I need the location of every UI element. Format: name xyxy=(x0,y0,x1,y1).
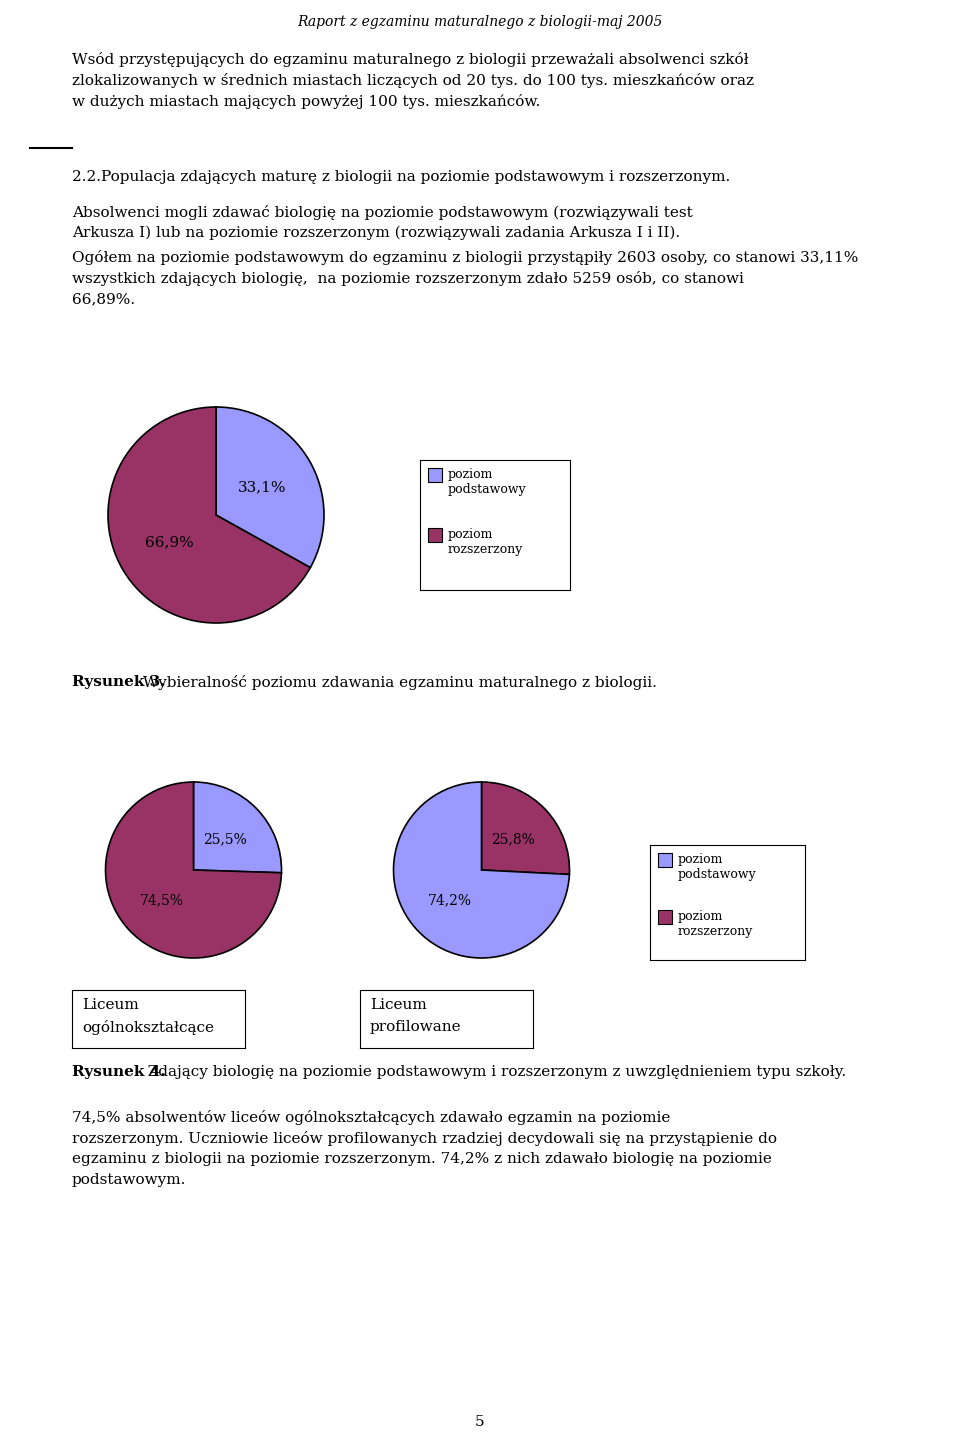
Text: wszystkich zdających biologię,  na poziomie rozszerzonym zdało 5259 osób, co sta: wszystkich zdających biologię, na poziom… xyxy=(72,271,744,286)
Wedge shape xyxy=(106,783,281,957)
Text: podstawowym.: podstawowym. xyxy=(72,1173,186,1187)
Text: Ogółem na poziomie podstawowym do egzaminu z biologii przystąpiły 2603 osoby, co: Ogółem na poziomie podstawowym do egzami… xyxy=(72,250,858,266)
Text: 25,8%: 25,8% xyxy=(492,833,536,846)
Text: 74,5% absolwentów liceów ogólnokształcących zdawało egzamin na poziomie: 74,5% absolwentów liceów ogólnokształcąc… xyxy=(72,1110,670,1125)
Text: poziom
rozszerzony: poziom rozszerzony xyxy=(448,529,523,556)
Text: zlokalizowanych w średnich miastach liczących od 20 tys. do 100 tys. mieszkańców: zlokalizowanych w średnich miastach licz… xyxy=(72,74,754,88)
Text: 25,5%: 25,5% xyxy=(204,832,247,846)
Wedge shape xyxy=(194,783,281,872)
Text: Wsód przystępujących do egzaminu maturalnego z biologii przeważali absolwenci sz: Wsód przystępujących do egzaminu matural… xyxy=(72,52,749,66)
Wedge shape xyxy=(108,407,310,622)
Text: 66,89%.: 66,89%. xyxy=(72,292,135,306)
Text: Rysunek 3.: Rysunek 3. xyxy=(72,674,166,689)
Text: rozszerzonym. Uczniowie liceów profilowanych rzadziej decydowali się na przystąp: rozszerzonym. Uczniowie liceów profilowa… xyxy=(72,1131,777,1147)
Text: Wybieralność poziomu zdawania egzaminu maturalnego z biologii.: Wybieralność poziomu zdawania egzaminu m… xyxy=(138,674,657,690)
Text: w dużych miastach mających powyżej 100 tys. mieszkańców.: w dużych miastach mających powyżej 100 t… xyxy=(72,94,540,108)
Text: Liceum: Liceum xyxy=(370,998,427,1012)
Wedge shape xyxy=(216,407,324,567)
Text: 5: 5 xyxy=(475,1415,485,1430)
Text: Absolwenci mogli zdawać biologię na poziomie podstawowym (rozwiązywali test: Absolwenci mogli zdawać biologię na pozi… xyxy=(72,205,693,219)
Text: 74,2%: 74,2% xyxy=(427,894,471,907)
Text: profilowane: profilowane xyxy=(370,1019,462,1034)
Bar xyxy=(428,529,442,542)
Text: Arkusza I) lub na poziomie rozszerzonym (rozwiązywali zadania Arkusza I i II).: Arkusza I) lub na poziomie rozszerzonym … xyxy=(72,227,680,240)
Text: 33,1%: 33,1% xyxy=(238,481,287,495)
Text: egzaminu z biologii na poziomie rozszerzonym. 74,2% z nich zdawało biologię na p: egzaminu z biologii na poziomie rozszerz… xyxy=(72,1152,772,1165)
Text: Liceum: Liceum xyxy=(82,998,139,1012)
Bar xyxy=(658,910,672,924)
Bar xyxy=(428,468,442,482)
Text: 66,9%: 66,9% xyxy=(145,536,194,549)
Text: Zdający biologię na poziomie podstawowym i rozszerzonym z uwzględnieniem typu sz: Zdający biologię na poziomie podstawowym… xyxy=(138,1066,846,1079)
Text: 74,5%: 74,5% xyxy=(140,894,184,908)
Text: ogólnokształcące: ogólnokształcące xyxy=(82,1019,214,1035)
Wedge shape xyxy=(482,783,569,875)
Bar xyxy=(658,853,672,866)
Text: 2.2.Populacja zdających maturę z biologii na poziomie podstawowym i rozszerzonym: 2.2.Populacja zdających maturę z biologi… xyxy=(72,170,731,183)
Text: poziom
podstawowy: poziom podstawowy xyxy=(448,468,527,495)
Text: poziom
podstawowy: poziom podstawowy xyxy=(678,853,756,881)
Wedge shape xyxy=(394,783,569,957)
Text: Raport z egzaminu maturalnego z biologii-maj 2005: Raport z egzaminu maturalnego z biologii… xyxy=(298,14,662,29)
Text: Rysunek 4.: Rysunek 4. xyxy=(72,1066,166,1079)
Text: poziom
rozszerzony: poziom rozszerzony xyxy=(678,910,754,939)
